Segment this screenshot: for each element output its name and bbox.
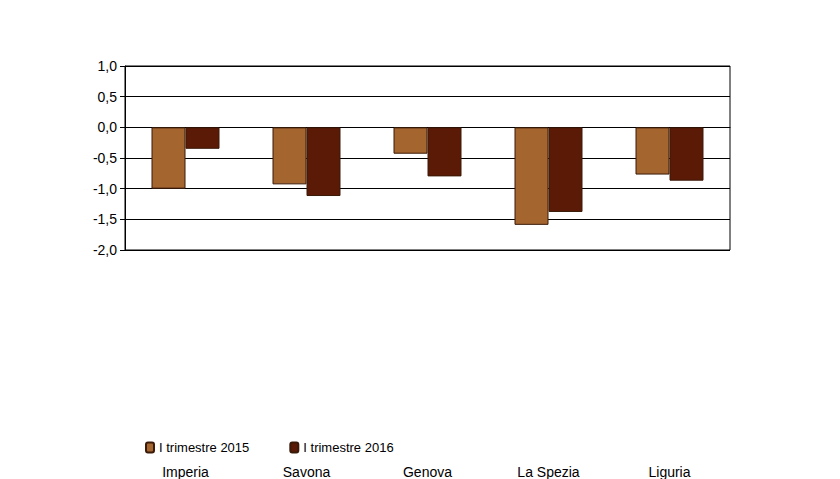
svg-text:I trimestre 2015: I trimestre 2015 xyxy=(159,440,249,455)
svg-text:0,0: 0,0 xyxy=(98,119,118,135)
svg-text:-2,0: -2,0 xyxy=(93,242,117,258)
svg-text:-0,5: -0,5 xyxy=(93,150,117,166)
svg-text:-1,5: -1,5 xyxy=(93,211,117,227)
svg-text:Liguria: Liguria xyxy=(648,464,690,479)
svg-text:1,0: 1,0 xyxy=(98,58,118,74)
svg-text:Imperia: Imperia xyxy=(162,464,209,479)
svg-text:-1,0: -1,0 xyxy=(93,181,117,197)
svg-text:La Spezia: La Spezia xyxy=(517,464,579,479)
svg-text:I trimestre 2016: I trimestre 2016 xyxy=(303,440,393,455)
svg-text:0,5: 0,5 xyxy=(98,89,118,105)
svg-text:Savona: Savona xyxy=(283,464,331,479)
svg-text:Genova: Genova xyxy=(403,464,452,479)
